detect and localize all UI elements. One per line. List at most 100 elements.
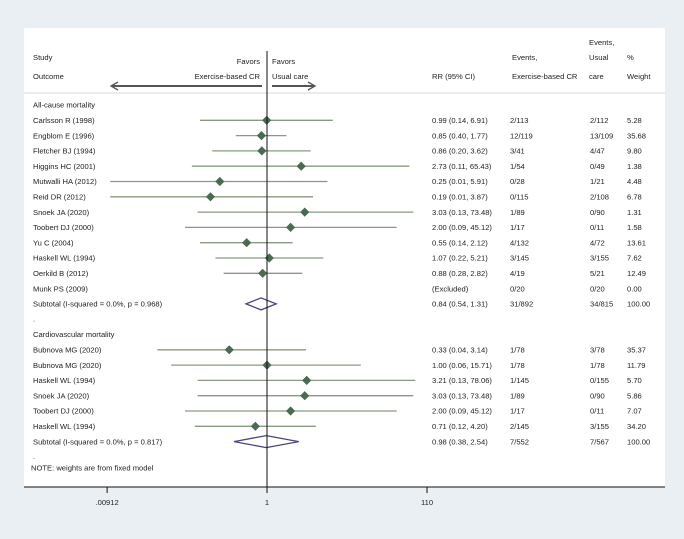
study-events-cr: 1/78 xyxy=(510,346,525,355)
study-events-uc: 0/155 xyxy=(590,376,609,385)
study-weight: 1.31 xyxy=(627,208,642,217)
study-rr-text: 3.03 (0.13, 73.48) xyxy=(432,208,492,217)
study-weight: 0.00 xyxy=(627,284,642,293)
study-label: Yu C (2004) xyxy=(33,238,74,247)
study-weight: 12.49 xyxy=(627,269,646,278)
study-rr-text: 0.85 (0.40, 1.77) xyxy=(432,131,488,140)
study-events-cr: 1/89 xyxy=(510,208,525,217)
study-events-cr: 12/119 xyxy=(510,131,533,140)
study-events-uc: 0/11 xyxy=(590,407,604,416)
study-events-uc: 0/20 xyxy=(590,284,605,293)
subtotal-diamond xyxy=(244,297,278,311)
study-events-uc: 4/47 xyxy=(590,147,605,156)
study-events-uc: 0/90 xyxy=(590,391,605,400)
study-label: Mutwalli HA (2012) xyxy=(33,177,97,186)
study-events-cr: 0/28 xyxy=(510,177,525,186)
study-events-cr: 1/17 xyxy=(510,223,525,232)
subtotal-events-cr: 31/892 xyxy=(510,300,533,309)
subtotal-label: Subtotal (I-squared = 0.0%, p = 0.968) xyxy=(33,300,163,309)
study-label: Oerkild B (2012) xyxy=(33,269,89,278)
subtotal-weight: 100.00 xyxy=(627,437,650,446)
study-rr-text: 0.71 (0.12, 4.20) xyxy=(432,422,488,431)
study-events-uc: 2/112 xyxy=(590,116,608,125)
study-rr-text: 3.03 (0.13, 73.48) xyxy=(432,391,492,400)
study-events-cr: 0/115 xyxy=(510,193,528,202)
study-weight: 1.38 xyxy=(627,162,642,171)
study-rr-text: (Excluded) xyxy=(432,284,469,293)
study-weight: 7.62 xyxy=(627,254,642,263)
study-label: Toobert DJ (2000) xyxy=(33,223,94,232)
header-weight: % xyxy=(627,53,634,62)
study-events-uc: 2/108 xyxy=(590,193,609,202)
subtotal-diamond xyxy=(233,434,299,449)
point-estimate-marker xyxy=(285,222,296,232)
study-rr-text: 2.73 (0.11, 65.43) xyxy=(432,162,492,171)
study-label: Engblom E (1996) xyxy=(33,131,95,140)
subtotal-rr-text: 0.84 (0.54, 1.31) xyxy=(432,300,488,309)
header-events-cr: Events, xyxy=(512,53,537,62)
study-label: Haskell WL (1994) xyxy=(33,376,96,385)
point-estimate-marker xyxy=(285,406,296,416)
point-estimate-marker xyxy=(300,207,310,217)
study-rr-text: 0.88 (0.28, 2.82) xyxy=(432,269,488,278)
point-estimate-marker xyxy=(302,375,312,385)
point-estimate-marker xyxy=(205,192,216,202)
study-weight: 11.79 xyxy=(627,361,645,370)
group-label: Cardiovascular mortality xyxy=(33,330,115,339)
study-weight: 35.37 xyxy=(627,346,646,355)
study-label: Fletcher BJ (1994) xyxy=(33,147,96,156)
study-weight: 1.58 xyxy=(627,223,642,232)
study-weight: 5.86 xyxy=(627,391,642,400)
subtotal-rr-text: 0.98 (0.38, 2.54) xyxy=(432,437,488,446)
x-tick-label: 1 xyxy=(265,498,269,507)
study-events-uc: 0/90 xyxy=(590,208,605,217)
header-weight-sub: Weight xyxy=(627,72,651,81)
point-estimate-marker xyxy=(258,268,268,278)
study-weight: 5.70 xyxy=(627,376,642,385)
study-events-cr: 3/145 xyxy=(510,254,529,263)
study-weight: 7.07 xyxy=(627,407,642,416)
subtotal-label: Subtotal (I-squared = 0.0%, p = 0.817) xyxy=(33,437,163,446)
study-label: Toobert DJ (2000) xyxy=(33,407,94,416)
study-rr-text: 1.07 (0.22, 5.21) xyxy=(432,254,488,263)
study-events-uc: 1/78 xyxy=(590,361,605,370)
x-tick-label: 110 xyxy=(421,498,433,507)
study-label: Higgins HC (2001) xyxy=(33,162,96,171)
header-events-uc-sub: Usual xyxy=(589,53,609,62)
study-events-cr: 2/145 xyxy=(510,422,529,431)
favors-arrows xyxy=(109,81,317,91)
point-estimate-marker xyxy=(250,421,260,431)
header-study: Study xyxy=(33,53,53,62)
study-weight: 4.48 xyxy=(627,177,642,186)
group-spacer: . xyxy=(33,314,35,323)
study-events-uc: 3/78 xyxy=(590,346,605,355)
point-estimate-marker xyxy=(242,238,252,248)
study-events-cr: 4/132 xyxy=(510,238,529,247)
study-rr-text: 0.99 (0.14, 6.91) xyxy=(432,116,488,125)
header-favors-right: Favors xyxy=(272,57,295,66)
study-rr-text: 3.21 (0.13, 78.06) xyxy=(432,376,492,385)
plot-panel xyxy=(24,28,665,487)
study-weight: 6.78 xyxy=(627,193,642,202)
header-rr: RR (95% CI) xyxy=(432,72,476,81)
forest-rows: All-cause mortality Carlsson R (1998) 0.99… xyxy=(31,101,650,473)
study-weight: 34.20 xyxy=(627,422,646,431)
study-events-cr: 0/20 xyxy=(510,284,525,293)
study-label: Munk PS (2009) xyxy=(33,284,88,293)
study-label: Reid DR (2012) xyxy=(33,193,86,202)
study-events-cr: 1/54 xyxy=(510,162,525,171)
header-favors-left-sub: Exercise-based CR xyxy=(195,72,261,81)
arrow-right-head xyxy=(307,81,317,91)
study-events-uc: 3/155 xyxy=(590,422,609,431)
study-label: Haskell WL (1994) xyxy=(33,422,96,431)
point-estimate-marker xyxy=(224,345,234,355)
x-tick-label: .00912 xyxy=(95,498,118,507)
subtotal-events-uc: 7/567 xyxy=(590,437,609,446)
header-events-cr-sub: Exercise-based CR xyxy=(512,72,578,81)
study-weight: 13.61 xyxy=(627,238,646,247)
study-rr-text: 0.25 (0.01, 5.91) xyxy=(432,177,488,186)
header-events-uc: Events, xyxy=(589,38,614,47)
study-events-cr: 1/89 xyxy=(510,391,525,400)
study-events-cr: 3/41 xyxy=(510,147,525,156)
study-events-uc: 5/21 xyxy=(590,269,605,278)
